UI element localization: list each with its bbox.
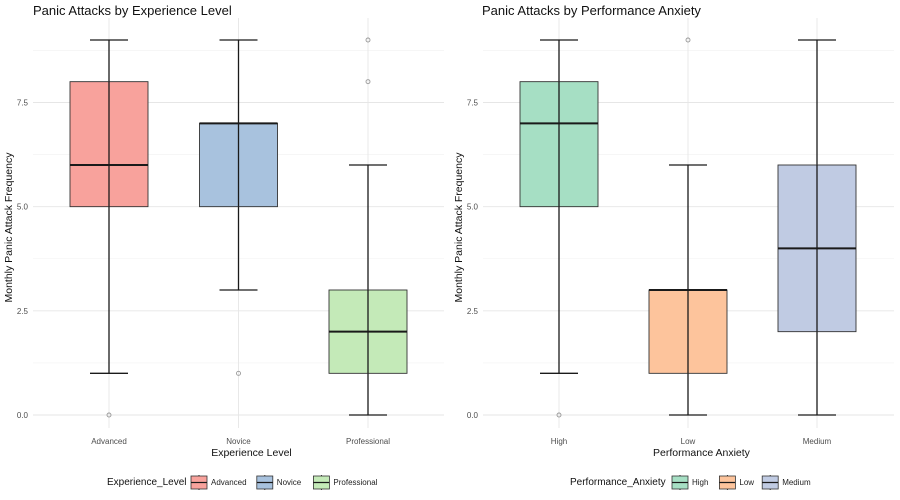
x-axis-title: Experience Level <box>211 447 292 459</box>
outlier-point <box>365 79 371 85</box>
chart-svg-performance: 0.0 2.5 5.0 7.5 High Low Medium Performance Anx… <box>453 18 894 490</box>
box-advanced <box>69 39 149 418</box>
legend-title: Performance_Anxiety <box>570 477 666 488</box>
box-low <box>648 37 728 416</box>
outlier-point <box>365 37 371 43</box>
x-axis-title: Performance Anxiety <box>653 447 751 459</box>
legend-label: Professional <box>333 478 377 487</box>
outlier-point <box>685 37 691 43</box>
legend-label: Novice <box>277 478 302 487</box>
legend-label: Medium <box>782 478 811 487</box>
legend: Performance_Anxiety High Low Medium <box>570 475 811 490</box>
y-tick-label: 2.5 <box>467 307 479 316</box>
chart-panel-performance: Panic Attacks by Performance Anxiety 0.0… <box>450 0 900 500</box>
chart-panel-experience: Panic Attacks by Experience Level 0.0 2.5… <box>3 3 444 490</box>
y-tick-label: 7.5 <box>17 99 29 108</box>
y-tick-label: 2.5 <box>17 307 29 316</box>
legend: Experience_Level Advanced Novice Profession… <box>107 475 378 490</box>
chart-title: Panic Attacks by Experience Level <box>33 3 232 18</box>
legend-item-professional: Professional <box>312 475 378 490</box>
y-tick-label: 5.0 <box>17 203 29 212</box>
legend-label: Advanced <box>211 478 247 487</box>
chart-title: Panic Attacks by Performance Anxiety <box>482 3 701 18</box>
outlier-point <box>106 412 112 418</box>
x-tick-label: High <box>551 437 567 446</box>
legend-item-advanced: Advanced <box>190 475 247 490</box>
box-professional <box>328 37 408 416</box>
y-tick-label: 0.0 <box>467 411 479 420</box>
outlier-point <box>236 370 241 376</box>
legend-label: Low <box>739 478 754 487</box>
box-medium <box>777 39 857 416</box>
legend-item-low: Low <box>718 475 754 490</box>
x-tick-label: Low <box>681 437 696 446</box>
y-tick-label: 0.0 <box>17 411 29 420</box>
legend-item-high: High <box>671 475 708 490</box>
y-tick-label: 5.0 <box>467 203 479 212</box>
legend-title: Experience_Level <box>107 477 187 488</box>
y-axis-title: Monthly Panic Attack Frequency <box>453 152 465 303</box>
x-tick-label: Novice <box>226 437 251 446</box>
y-tick-label: 7.5 <box>467 99 479 108</box>
legend-item-medium: Medium <box>761 475 811 490</box>
box-high <box>519 39 599 418</box>
outlier-point <box>556 412 562 418</box>
x-tick-label: Advanced <box>91 437 127 446</box>
x-tick-label: Medium <box>803 437 832 446</box>
legend-label: High <box>692 478 708 487</box>
x-tick-label: Professional <box>346 437 390 446</box>
y-axis-title: Monthly Panic Attack Frequency <box>3 152 15 303</box>
legend-item-novice: Novice <box>256 475 302 490</box>
box-novice <box>199 39 278 376</box>
